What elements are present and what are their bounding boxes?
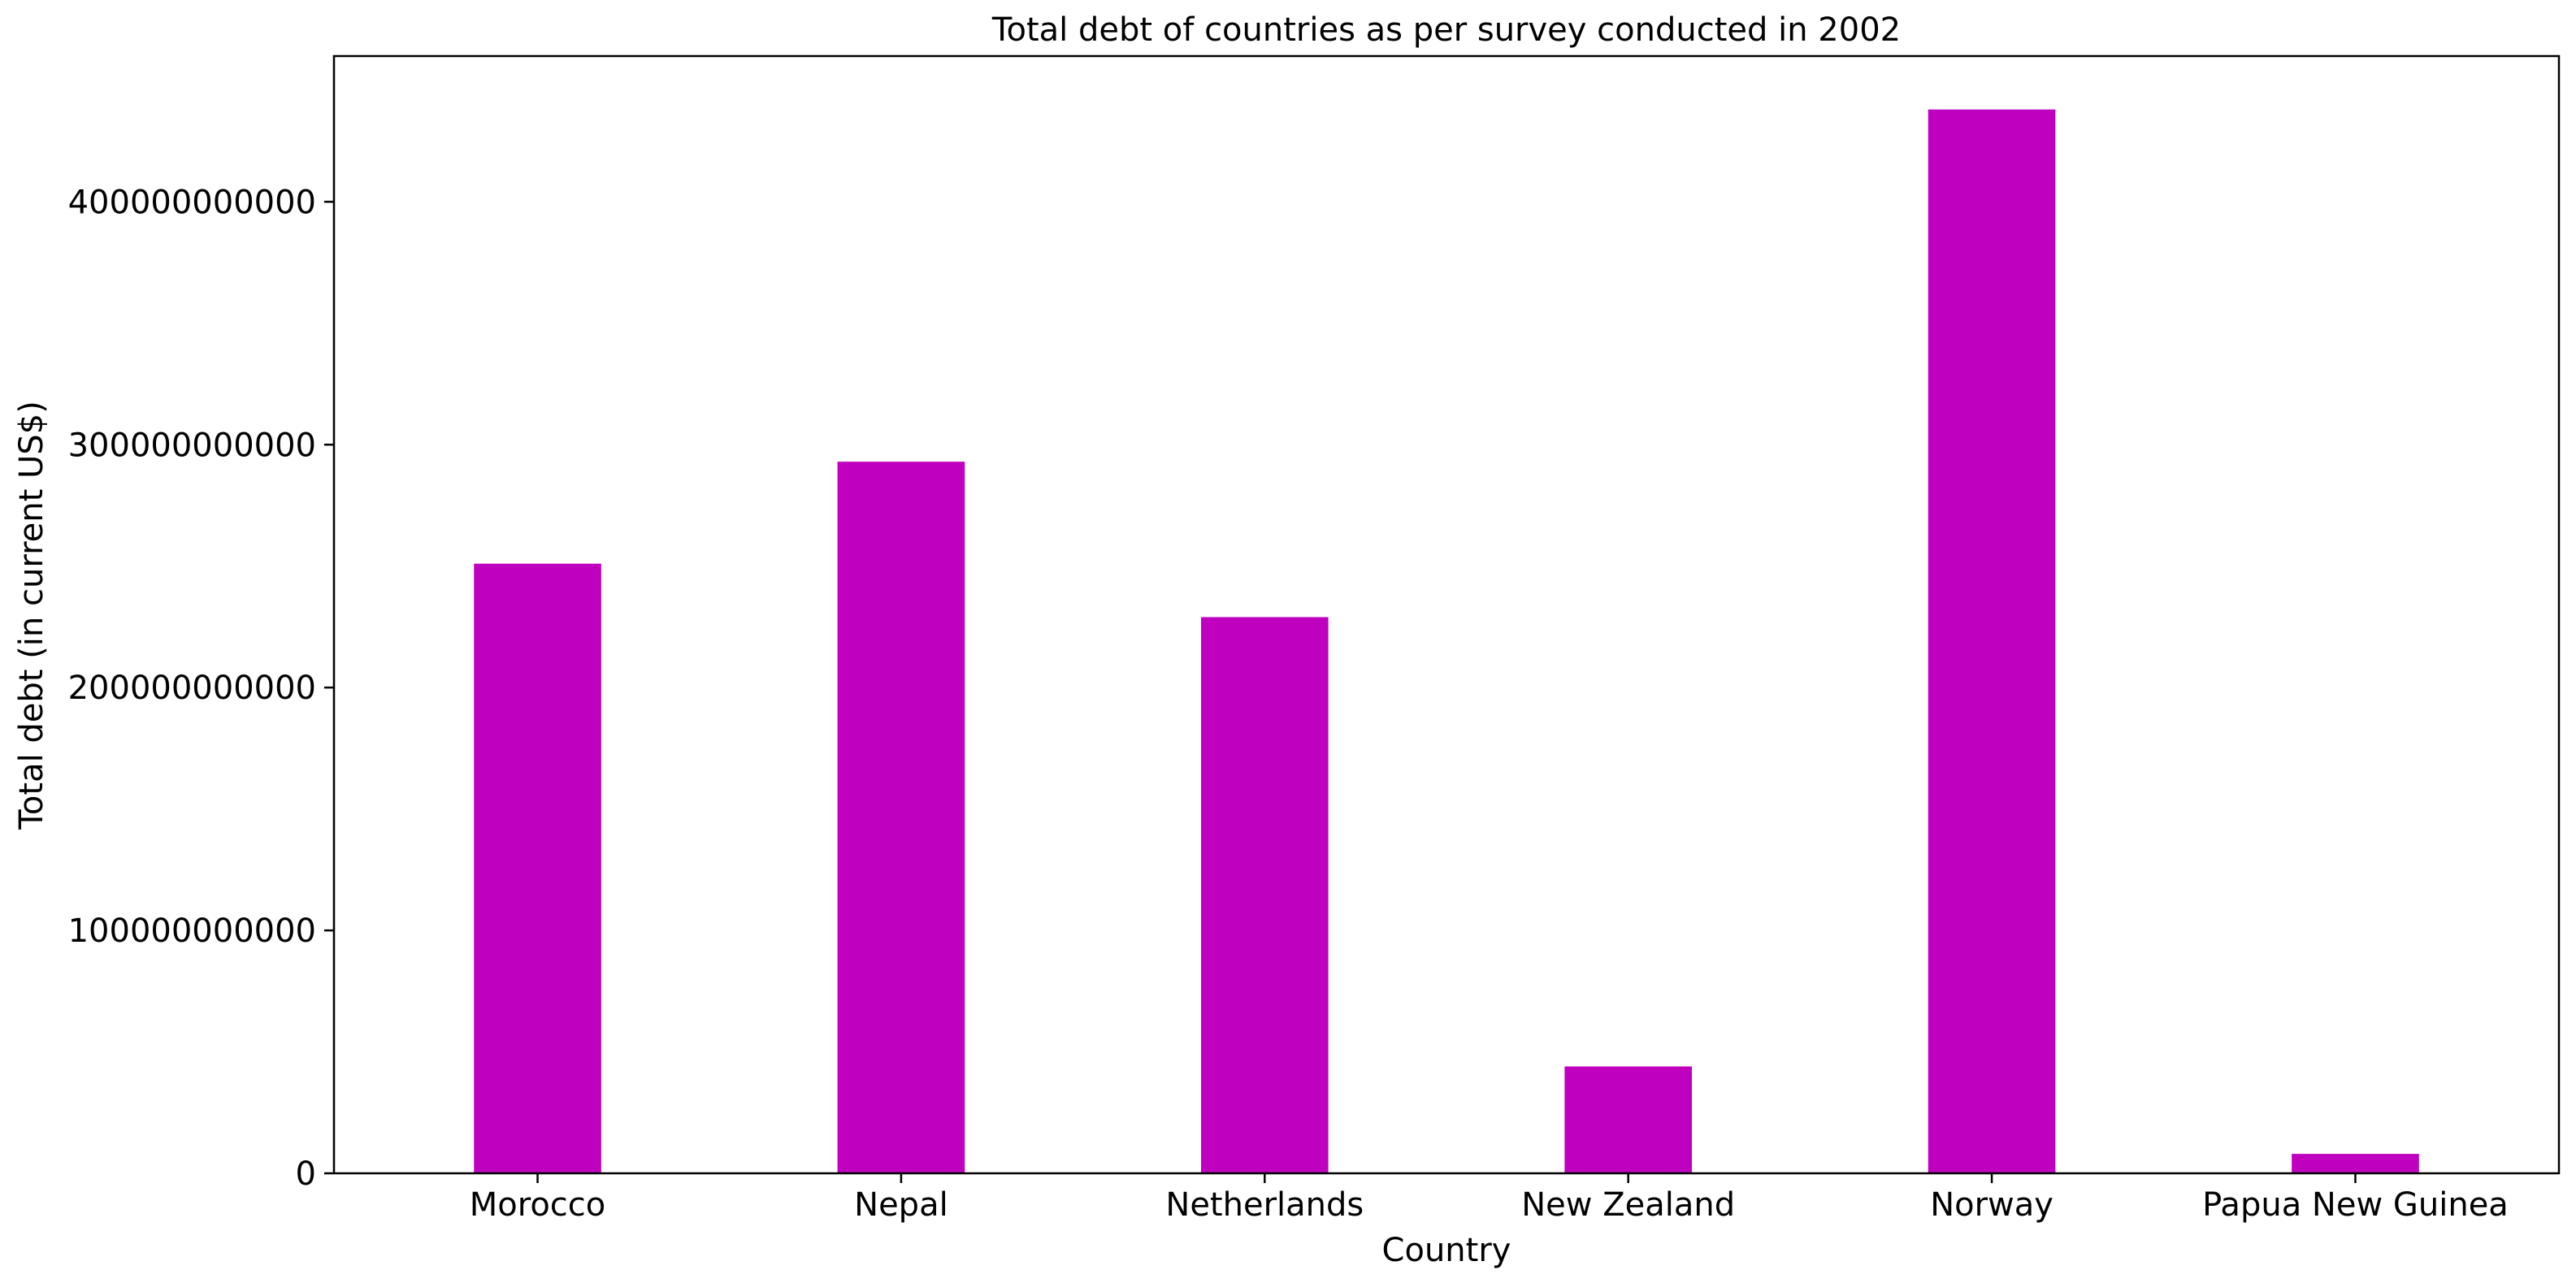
y-tick-label: 100000000000 (68, 912, 316, 950)
bars (474, 109, 2419, 1173)
bar (1928, 109, 2056, 1173)
y-tick-label: 300000000000 (68, 427, 316, 464)
y-axis-ticks: 0 100000000000 200000000000 300000000000 400… (68, 184, 334, 1193)
x-tick-label: Netherlands (1165, 1186, 1364, 1224)
x-tick-label: Papua New Guinea (2202, 1186, 2509, 1224)
y-axis-label: Total debt (in current US$) (13, 401, 50, 830)
x-axis-ticks: Morocco Nepal Netherlands New Zealand Norway… (470, 1173, 2509, 1224)
bar (1564, 1066, 1692, 1173)
bar (474, 563, 601, 1173)
bar (2292, 1154, 2419, 1173)
y-tick-label: 400000000000 (68, 184, 316, 221)
y-tick-label: 200000000000 (68, 670, 316, 707)
x-tick-label: Nepal (854, 1186, 948, 1224)
x-tick-label: New Zealand (1521, 1186, 1735, 1224)
chart-title: Total debt of countries as per survey co… (991, 11, 1901, 49)
x-tick-label: Morocco (470, 1186, 605, 1224)
x-tick-label: Norway (1930, 1186, 2053, 1224)
y-tick-label: 0 (296, 1155, 316, 1193)
plot-frame (332, 54, 2561, 1175)
bar (837, 462, 965, 1173)
bar (1201, 617, 1329, 1173)
x-axis-label: Country (1382, 1232, 1511, 1269)
